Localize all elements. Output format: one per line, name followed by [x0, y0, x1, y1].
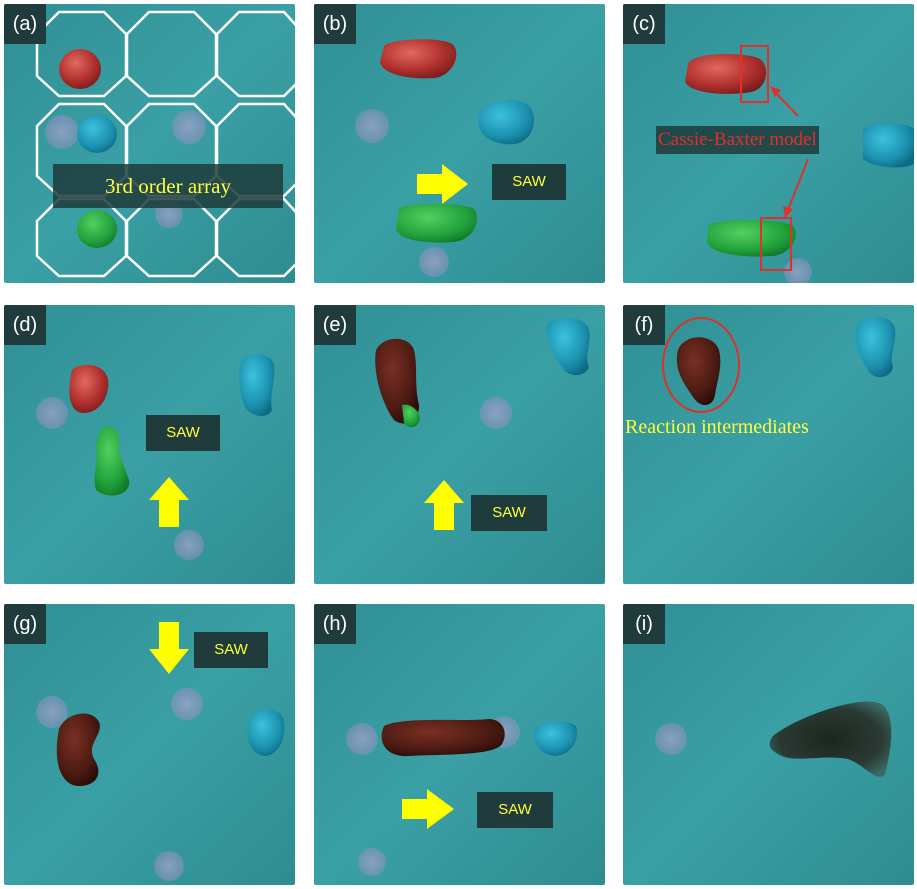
panel-label: (h) [314, 604, 356, 644]
pointer-line [787, 158, 809, 211]
interface-box [740, 45, 769, 103]
electrode-dot [358, 848, 386, 876]
panel-a: (a) 3rd order array [4, 4, 295, 283]
model-label: Cassie-Baxter model [656, 126, 819, 154]
electrode-dot [355, 109, 389, 143]
green-droplet [396, 203, 478, 243]
blue-droplet [247, 709, 285, 756]
brown-droplet [56, 713, 100, 786]
pointer-head [783, 206, 793, 218]
panel-h-image [314, 604, 605, 885]
intermediate-circle [662, 317, 740, 413]
green-droplet [77, 210, 117, 248]
blue-droplet [863, 123, 914, 168]
panel-h: (h) SAW [314, 604, 605, 885]
panel-c: (c) Cassie-Baxter model [623, 4, 914, 283]
blue-droplet [546, 317, 590, 376]
electrode-dot [172, 110, 206, 144]
red-droplet [59, 49, 101, 89]
pointer-line [774, 91, 799, 117]
panel-f-image [623, 305, 914, 584]
panel-g: (g) SAW [4, 604, 295, 885]
green-droplet [707, 220, 796, 257]
electrode-dot [419, 247, 449, 277]
brown-droplet [381, 719, 505, 757]
saw-arrow-up [149, 477, 189, 527]
blue-droplet [238, 353, 275, 417]
panel-label: (a) [4, 4, 46, 44]
panel-g-image [4, 604, 295, 885]
electrode-dot [655, 723, 687, 755]
electrode-dot [346, 723, 378, 755]
electrode-dot [154, 851, 184, 881]
red-droplet [685, 54, 767, 94]
saw-arrow-right [417, 164, 468, 204]
saw-arrow-right [402, 789, 454, 829]
panel-b-image [314, 4, 605, 283]
panel-label: (c) [623, 4, 665, 44]
panel-label: (d) [4, 305, 46, 345]
electrode-dot [174, 530, 204, 560]
electrode-dot [45, 115, 79, 149]
panel-d: (d) SAW [4, 305, 295, 584]
panel-b: (b) SAW [314, 4, 605, 283]
saw-label: SAW [492, 164, 566, 200]
panel-label: (f) [623, 305, 665, 345]
panel-i: (i) [623, 604, 914, 885]
panel-f: (f) Reaction intermediates [623, 305, 914, 584]
blue-droplet [478, 100, 534, 145]
brown-droplet [676, 337, 721, 406]
brown-droplet [375, 338, 420, 424]
blue-droplet [855, 316, 896, 378]
saw-label: SAW [146, 415, 220, 451]
green-droplet [402, 404, 420, 428]
blue-droplet [533, 721, 578, 756]
electrode-dot [36, 397, 68, 429]
panel-e: (e) SAW [314, 305, 605, 584]
electrode-dot [171, 688, 203, 720]
electrode-dot [480, 397, 512, 429]
pointer-head [770, 86, 781, 97]
panel-e-image [314, 305, 605, 584]
panel-a-image [4, 4, 295, 283]
array-label: 3rd order array [53, 164, 283, 208]
saw-label: SAW [471, 495, 547, 531]
saw-label: SAW [477, 792, 553, 828]
saw-arrow-up [424, 480, 464, 530]
saw-arrow-down [149, 622, 189, 674]
intermediates-label: Reaction intermediates [625, 416, 809, 438]
panel-label: (i) [623, 604, 665, 644]
green-droplet [94, 426, 130, 496]
panel-i-image [623, 604, 914, 885]
interface-box [760, 217, 792, 271]
blue-droplet [77, 115, 117, 153]
panel-label: (g) [4, 604, 46, 644]
red-droplet [69, 364, 109, 413]
electrode-dot [36, 696, 68, 728]
saw-label: SAW [194, 632, 268, 668]
dark-merged-droplet [769, 701, 892, 777]
panel-label: (e) [314, 305, 356, 345]
red-droplet [380, 39, 457, 79]
panel-label: (b) [314, 4, 356, 44]
